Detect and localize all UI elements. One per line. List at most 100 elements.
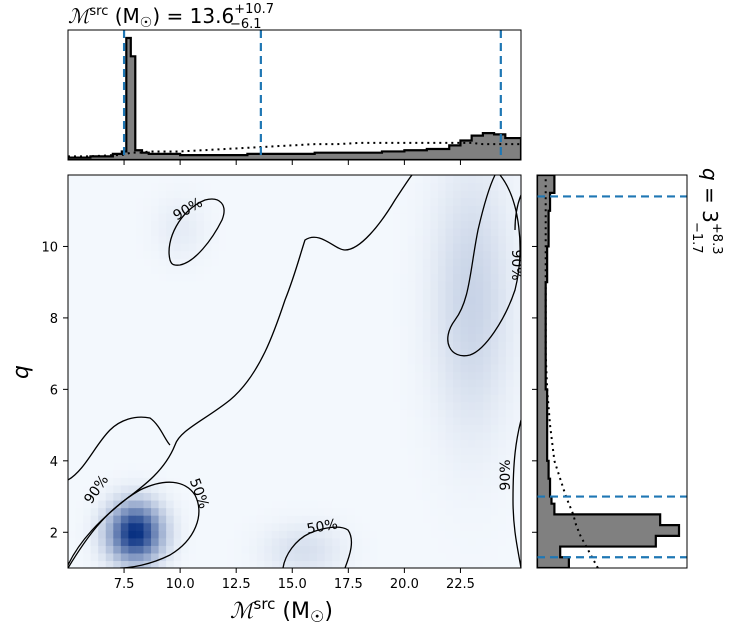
heatmap-cell bbox=[196, 431, 205, 441]
heatmap-cell bbox=[460, 220, 469, 229]
heatmap-cell bbox=[445, 371, 454, 380]
heatmap-cell bbox=[430, 258, 439, 267]
heatmap-cell bbox=[332, 499, 341, 509]
heatmap-cell bbox=[264, 552, 273, 562]
heatmap-cell bbox=[324, 409, 333, 418]
heatmap-cell bbox=[460, 462, 469, 471]
heatmap-cell bbox=[173, 326, 182, 335]
heatmap-cell bbox=[75, 560, 84, 568]
heatmap-cell bbox=[385, 280, 394, 289]
heatmap-cell bbox=[75, 416, 84, 426]
heatmap-cell bbox=[203, 515, 213, 524]
heatmap-cell bbox=[226, 454, 235, 463]
heatmap-cell bbox=[483, 288, 492, 297]
heatmap-cell bbox=[286, 469, 296, 478]
heatmap-cell bbox=[437, 288, 447, 297]
heatmap-cell bbox=[385, 469, 394, 478]
heatmap-cell bbox=[143, 552, 152, 562]
heatmap-cell bbox=[143, 250, 152, 259]
heatmap-cell bbox=[347, 190, 356, 199]
heatmap-cell bbox=[113, 288, 122, 297]
heatmap-cell bbox=[196, 522, 205, 531]
heatmap-cell bbox=[135, 220, 145, 229]
heatmap-cell bbox=[377, 552, 386, 562]
heatmap-cell bbox=[203, 311, 213, 320]
heatmap-cell bbox=[226, 560, 235, 568]
heatmap-cell bbox=[475, 492, 484, 501]
heatmap-cell bbox=[407, 220, 416, 229]
heatmap-cell bbox=[226, 469, 235, 478]
heatmap-cell bbox=[128, 212, 137, 221]
heatmap-cell bbox=[226, 484, 235, 494]
heatmap-cell bbox=[181, 175, 190, 184]
heatmap-cell bbox=[166, 280, 175, 289]
heatmap-cell bbox=[347, 522, 356, 531]
heatmap-cell bbox=[143, 499, 152, 509]
heatmap-cell bbox=[453, 258, 462, 267]
heatmap-cell bbox=[347, 318, 356, 327]
heatmap-cell bbox=[211, 379, 220, 388]
heatmap-cell bbox=[392, 197, 401, 206]
heatmap-cell bbox=[151, 492, 160, 501]
heatmap-cell bbox=[203, 484, 213, 494]
heatmap-cell bbox=[256, 318, 265, 327]
heatmap-cell bbox=[332, 318, 341, 327]
heatmap-cell bbox=[113, 348, 122, 357]
heatmap-cell bbox=[234, 507, 243, 516]
heatmap-cell bbox=[513, 341, 521, 350]
heatmap-cell bbox=[120, 220, 129, 229]
heatmap-cell bbox=[241, 311, 250, 320]
heatmap-cell bbox=[264, 273, 273, 282]
heatmap-cell bbox=[98, 258, 107, 267]
heatmap-cell bbox=[505, 499, 515, 509]
heatmap-cell bbox=[422, 212, 431, 221]
heatmap-cell bbox=[226, 356, 235, 365]
heatmap-cell bbox=[445, 394, 454, 403]
heatmap-cell bbox=[445, 447, 454, 456]
heatmap-cell bbox=[120, 477, 129, 486]
heatmap-cell bbox=[113, 492, 122, 501]
heatmap-cell bbox=[302, 356, 311, 365]
heatmap-cell bbox=[264, 175, 273, 184]
heatmap-cell bbox=[120, 333, 129, 342]
heatmap-cell bbox=[286, 371, 296, 380]
heatmap-cell bbox=[468, 348, 477, 357]
heatmap-cell bbox=[339, 258, 348, 267]
heatmap-cell bbox=[113, 227, 122, 237]
heatmap-cell bbox=[166, 469, 175, 478]
heatmap-cell bbox=[256, 341, 265, 350]
heatmap-cell bbox=[460, 545, 469, 554]
heatmap-cell bbox=[211, 212, 220, 221]
heatmap-cell bbox=[422, 560, 431, 568]
heatmap-cell bbox=[75, 507, 84, 516]
heatmap-cell bbox=[407, 363, 416, 373]
heatmap-cell bbox=[437, 409, 447, 418]
heatmap-cell bbox=[445, 416, 454, 426]
heatmap-cell bbox=[211, 462, 220, 471]
heatmap-cell bbox=[513, 499, 521, 509]
heatmap-cell bbox=[158, 280, 167, 289]
heatmap-cell bbox=[460, 492, 469, 501]
heatmap-cell bbox=[98, 205, 107, 214]
heatmap-cell bbox=[90, 447, 99, 456]
heatmap-cell bbox=[249, 318, 258, 327]
heatmap-cell bbox=[151, 212, 160, 221]
heatmap-cell bbox=[113, 250, 122, 259]
heatmap-cell bbox=[68, 303, 77, 312]
heatmap-cell bbox=[264, 265, 273, 274]
heatmap-cell bbox=[505, 311, 515, 320]
heatmap-cell bbox=[407, 371, 416, 380]
heatmap-cell bbox=[309, 182, 318, 191]
heatmap-cell bbox=[151, 537, 160, 546]
heatmap-cell bbox=[90, 190, 99, 199]
heatmap-cell bbox=[264, 507, 273, 516]
heatmap-cell bbox=[468, 288, 477, 297]
heatmap-cell bbox=[354, 469, 364, 478]
heatmap-cell bbox=[90, 545, 99, 554]
heatmap-cell bbox=[332, 439, 341, 448]
heatmap-cell bbox=[105, 288, 114, 297]
heatmap-cell bbox=[120, 295, 129, 305]
heatmap-cell bbox=[286, 295, 296, 305]
heatmap-cell bbox=[113, 447, 122, 456]
heatmap-cell bbox=[135, 363, 145, 373]
